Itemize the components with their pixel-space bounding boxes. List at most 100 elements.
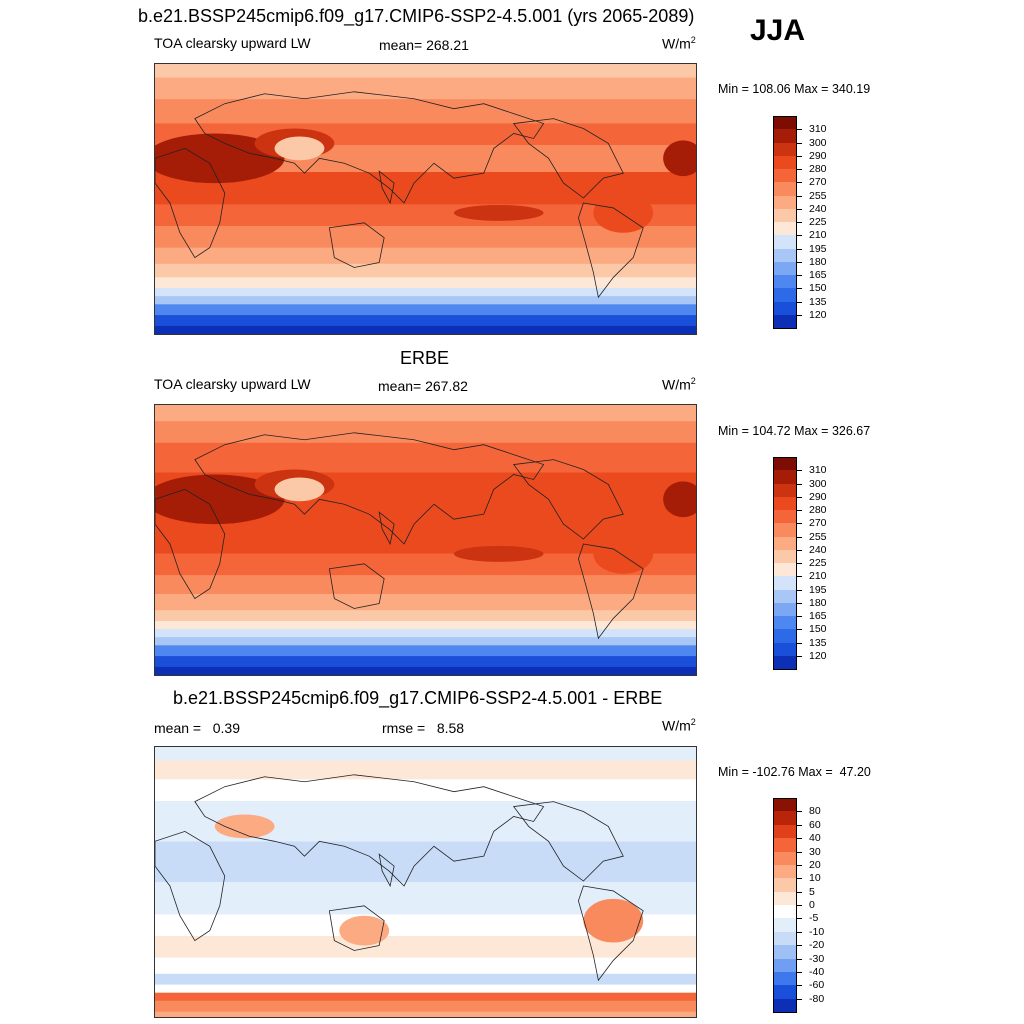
colorbar-tick <box>797 142 802 144</box>
colorbar-tick <box>797 470 802 472</box>
colorbar-label: 120 <box>809 649 827 662</box>
contour-band <box>155 575 696 595</box>
colorbar-box <box>773 918 797 933</box>
coastline <box>378 170 395 205</box>
colorbar-tick <box>797 602 802 604</box>
coastline <box>155 488 226 600</box>
colorbar-tick <box>797 864 802 866</box>
contour-band <box>155 747 696 762</box>
colorbar-label: 80 <box>809 805 821 818</box>
coastline <box>155 830 226 942</box>
sahara-max-region <box>155 133 285 184</box>
colorbar-tick <box>797 222 802 223</box>
colorbar-box <box>773 248 797 263</box>
sahara-east-edge <box>663 140 696 177</box>
colorbar-tick <box>797 905 802 906</box>
colorbar-box <box>773 301 797 316</box>
colorbar-tick <box>797 642 802 644</box>
colorbar-label: 150 <box>809 623 827 636</box>
contour-band <box>155 64 696 79</box>
contour-band <box>155 204 696 227</box>
contour-band <box>155 621 696 631</box>
panel2-title: ERBE <box>400 348 450 368</box>
colorbar-box <box>773 811 797 826</box>
colorbar-box <box>773 129 797 143</box>
colorbar-box <box>773 931 797 946</box>
colorbar-box <box>773 523 797 537</box>
colorbar-box <box>773 576 797 590</box>
colorbar-label: 280 <box>809 504 827 516</box>
colorbar-label: 0 <box>809 899 815 911</box>
coastline <box>578 543 644 640</box>
colorbar-box <box>773 864 797 879</box>
sahara-max-region <box>155 474 285 525</box>
contour-band <box>155 263 696 279</box>
tibet-region <box>274 136 325 161</box>
colorbar-tick <box>797 314 802 316</box>
colorbar-tick <box>797 301 802 303</box>
colorbar-label: 225 <box>809 216 827 228</box>
colorbar-box <box>773 985 797 1000</box>
colorbar-tick <box>797 496 802 498</box>
colorbar-tick <box>797 576 802 578</box>
colorbar-box <box>773 275 797 289</box>
panel2-variable: TOA clearsky upward LW <box>154 376 311 392</box>
colorbar-box <box>773 655 797 670</box>
colorbar-box <box>773 235 797 249</box>
colorbar-tick <box>797 195 802 197</box>
contour-band <box>155 656 696 668</box>
colorbar-box <box>773 563 797 577</box>
colorbar-box <box>773 629 797 643</box>
colorbar-tick <box>797 931 802 933</box>
contour-band <box>155 594 696 612</box>
colorbar-box <box>773 288 797 302</box>
colorbar-box <box>773 998 797 1013</box>
panel2-units: W/m2 <box>662 376 696 393</box>
contour-band <box>155 405 696 423</box>
south-america-anomaly <box>583 898 644 943</box>
colorbar-box <box>773 208 797 223</box>
contour-band <box>155 629 696 639</box>
panel3-rmse: rmse = 8.58 <box>382 720 465 736</box>
panel3-minmax: Min = -102.76 Max = 47.20 <box>718 765 871 779</box>
colorbar-tick <box>797 851 802 853</box>
colorbar-tick <box>797 563 802 564</box>
colorbar-label: 210 <box>809 570 827 583</box>
colorbar-label: 210 <box>809 229 827 242</box>
colorbar-box <box>773 169 797 183</box>
panel3-title: b.e21.BSSP245cmip6.f09_g17.CMIP6-SSP2-4.… <box>173 688 663 708</box>
colorbar-box <box>773 958 797 973</box>
colorbar-box <box>773 457 797 471</box>
colorbar-tick <box>797 155 802 157</box>
contour-band <box>155 226 696 249</box>
colorbar-tick <box>797 208 802 210</box>
coastline <box>328 222 385 268</box>
colorbar-box <box>773 602 797 617</box>
coastline <box>194 91 545 204</box>
colorbar-label: 150 <box>809 282 827 295</box>
colorbar-tick <box>797 811 802 813</box>
coastline <box>378 853 395 888</box>
panel3-mean: mean = 0.39 <box>154 720 241 736</box>
panel2-map <box>154 404 697 676</box>
colorbar-label: 270 <box>809 517 827 530</box>
coastline <box>194 432 545 545</box>
colorbar-tick <box>797 275 802 276</box>
colorbar-tick <box>797 129 802 131</box>
colorbar-label: 10 <box>809 872 821 885</box>
colorbar-tick <box>797 248 802 250</box>
sahara-anomaly <box>214 814 275 839</box>
colorbar-label: 255 <box>809 189 827 202</box>
colorbar-tick <box>797 838 802 840</box>
colorbar-tick <box>797 918 802 920</box>
coastline <box>578 885 644 982</box>
colorbar-label: 180 <box>809 596 827 609</box>
colorbar-box <box>773 642 797 657</box>
colorbar-label: 280 <box>809 163 827 175</box>
colorbar-box <box>773 589 797 604</box>
contour-band <box>155 1011 696 1017</box>
contour-band <box>155 553 696 577</box>
colorbar-box <box>773 314 797 329</box>
colorbar-label: 270 <box>809 176 827 189</box>
colorbar-label: 180 <box>809 255 827 268</box>
